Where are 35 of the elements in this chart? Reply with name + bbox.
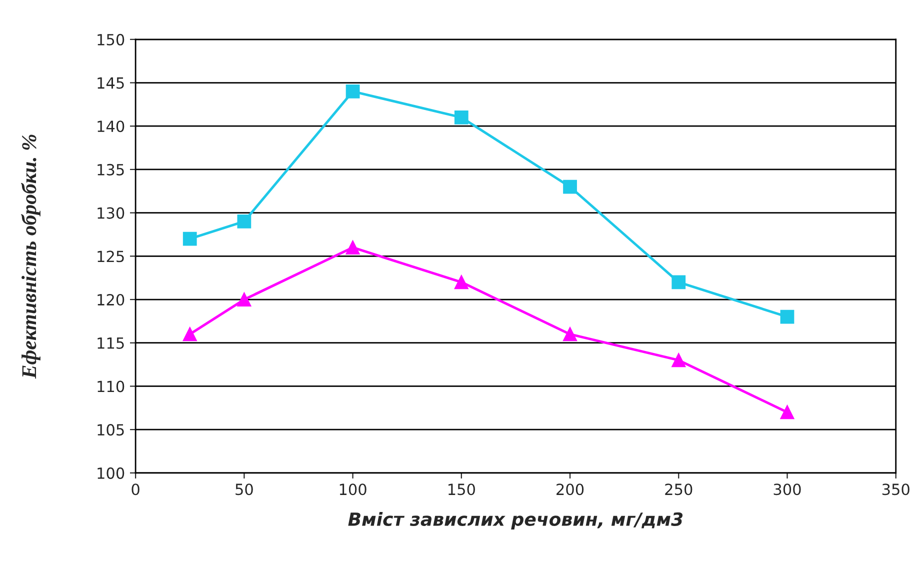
point — [563, 327, 577, 342]
point — [182, 327, 197, 342]
y-tick-label: 150 — [98, 34, 124, 46]
x-tick-label: 300 — [774, 484, 801, 496]
y-tick-label: 145 — [98, 77, 124, 89]
point — [454, 275, 468, 290]
x-tick-label: 250 — [665, 484, 692, 496]
x-axis-title: Вміст завислих речовин, мг/дм3 — [348, 512, 683, 530]
y-tick-label: 130 — [98, 207, 124, 219]
y-tick-label: 125 — [98, 250, 124, 262]
y-tick-label: 135 — [98, 164, 124, 176]
y-tick-label: 115 — [98, 338, 124, 349]
point — [780, 405, 794, 420]
x-tick-label: 350 — [882, 484, 910, 496]
point — [563, 180, 577, 194]
point — [182, 232, 197, 246]
y-tick-label: 105 — [98, 424, 124, 436]
point — [237, 214, 252, 228]
point — [672, 275, 686, 290]
point — [346, 84, 360, 98]
x-tick-label: 0 — [132, 484, 140, 496]
y-axis-title: Ефективність обробки. % — [21, 134, 40, 379]
y-tick-label: 100 — [98, 467, 124, 479]
x-tick-label: 150 — [448, 484, 475, 496]
y-tick-label: 110 — [98, 380, 124, 392]
point — [454, 110, 468, 124]
x-tick-label: 100 — [340, 484, 366, 496]
point — [780, 310, 794, 324]
x-tick-label: 50 — [236, 484, 253, 496]
point — [346, 240, 360, 254]
x-tick-label: 200 — [556, 484, 584, 496]
point — [672, 353, 686, 368]
y-tick-label: 140 — [98, 120, 124, 132]
y-tick-label: 120 — [98, 294, 124, 306]
point — [237, 292, 252, 306]
